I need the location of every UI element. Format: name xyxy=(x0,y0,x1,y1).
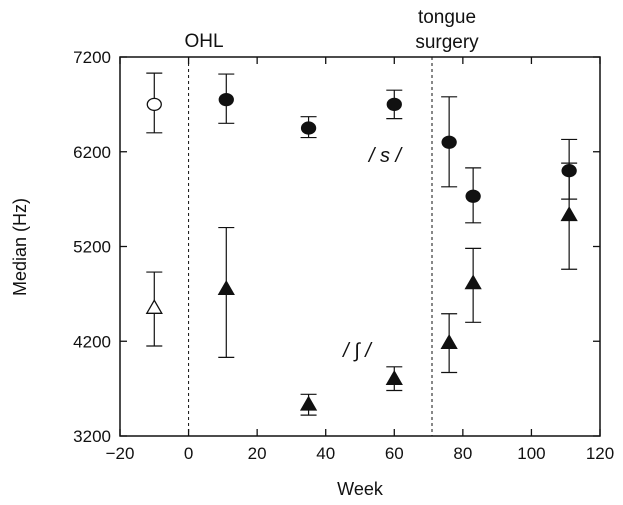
y-tick-label: 4200 xyxy=(73,332,111,351)
data-point-triangle xyxy=(440,334,458,349)
series-label-s: / s / xyxy=(367,145,404,167)
annotation-tongue: tongue xyxy=(418,7,476,28)
x-tick-label: −20 xyxy=(106,444,135,463)
data-point-circle xyxy=(441,135,457,149)
data-point-triangle xyxy=(145,298,163,314)
data-point-triangle xyxy=(385,370,403,386)
series-triangle xyxy=(145,162,578,416)
data-point-circle xyxy=(218,92,234,107)
x-tick-label: 60 xyxy=(385,444,404,463)
y-tick-label: 7200 xyxy=(73,48,111,67)
x-tick-label: 100 xyxy=(517,444,545,463)
x-axis-title: Week xyxy=(337,479,384,499)
y-tick-label: 3200 xyxy=(73,427,111,446)
x-tick-label: 0 xyxy=(184,444,193,463)
data-point-triangle xyxy=(217,280,235,295)
plot-frame xyxy=(119,56,601,437)
annotation-surgery: surgery xyxy=(415,32,479,53)
y-tick-label: 6200 xyxy=(73,143,111,162)
y-tick-label: 5200 xyxy=(73,238,111,257)
data-point-triangle xyxy=(464,274,482,290)
x-tick-label: 120 xyxy=(586,444,614,463)
data-point-circle xyxy=(386,97,402,112)
x-tick-label: 20 xyxy=(248,444,267,463)
data-point-circle xyxy=(146,97,162,112)
y-axis-title: Median (Hz) xyxy=(10,198,30,296)
tick-group: −20 0 20 40 60 80 100 120 3200 4200 5200 6200 7200 xyxy=(73,48,614,463)
series-circle xyxy=(146,72,578,224)
data-point-triangle xyxy=(299,395,318,411)
series-group xyxy=(145,72,578,416)
x-tick-label: 80 xyxy=(453,444,472,463)
data-point-circle xyxy=(465,189,481,203)
series-label-sh: / ∫ / xyxy=(341,340,373,362)
data-point-circle xyxy=(300,121,317,135)
data-point-triangle xyxy=(560,206,578,222)
annotation-ohl: OHL xyxy=(184,31,223,52)
x-tick-label: 40 xyxy=(316,444,335,463)
